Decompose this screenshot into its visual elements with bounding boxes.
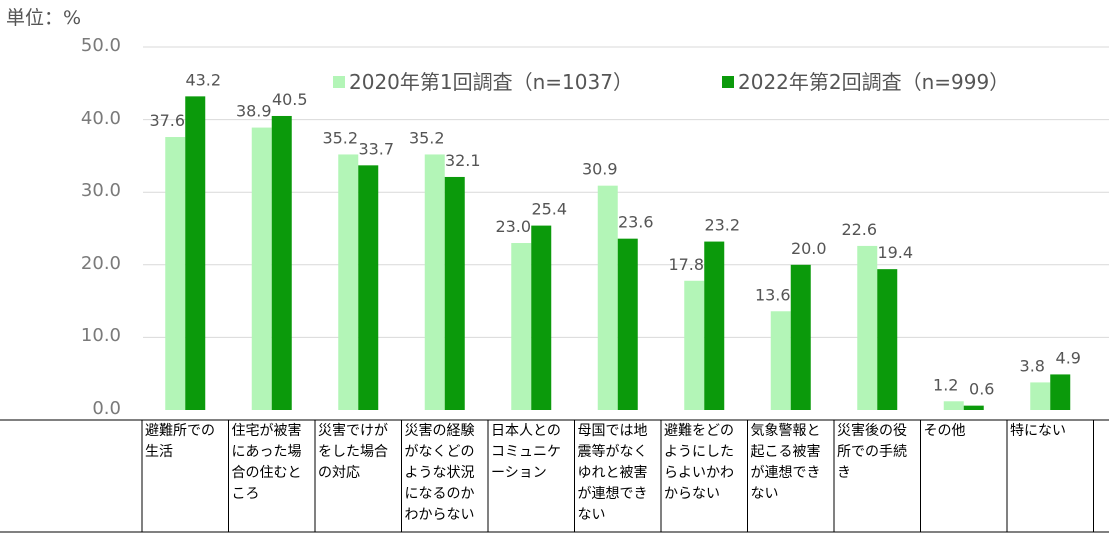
- bar-2020: [511, 243, 532, 410]
- category-label: 災害後の役所での手続き: [837, 423, 907, 481]
- bar-2022: [963, 405, 984, 410]
- bar-2020: [597, 185, 618, 410]
- y-tick-label: 30.0: [80, 180, 121, 202]
- data-label: 33.7: [358, 139, 394, 158]
- category-label: 住宅が被害にあった場合の住むところ: [231, 423, 302, 502]
- legend-swatch: [333, 76, 345, 88]
- bar-2020: [424, 154, 445, 410]
- legend-item: 2020年第1回調査（n=1037）: [333, 66, 633, 95]
- bar-2022: [185, 96, 206, 411]
- data-label: 0.6: [969, 380, 994, 399]
- data-label: 35.2: [322, 128, 358, 147]
- data-label: 35.2: [409, 128, 445, 147]
- category-label: 避難所での生活: [145, 423, 215, 460]
- legend-swatch: [722, 76, 734, 88]
- legend-item: 2022年第2回調査（n=999）: [722, 66, 1009, 95]
- data-label: 23.0: [495, 217, 531, 236]
- data-label: 1.2: [933, 375, 958, 394]
- data-label: 23.2: [704, 216, 740, 235]
- data-label: 22.6: [841, 220, 877, 239]
- data-label: 43.2: [185, 70, 221, 89]
- bar-2020: [251, 127, 272, 410]
- y-tick-label: 50.0: [80, 35, 121, 56]
- bar-2022: [1050, 374, 1071, 410]
- category-label: 特にない: [1010, 423, 1066, 439]
- data-label: 25.4: [531, 200, 567, 219]
- data-label: 20.0: [791, 239, 827, 258]
- category-label: 災害の経験がなくどのような状況になるのかわからない: [404, 423, 475, 523]
- bar-2020: [943, 401, 964, 410]
- category-label: その他: [923, 423, 966, 439]
- bar-2022: [617, 238, 638, 410]
- y-tick-label: 40.0: [80, 107, 121, 129]
- legend-label: 2022年第2回調査（n=999）: [738, 70, 1010, 94]
- y-tick-label: 10.0: [80, 325, 121, 347]
- y-tick-label: 0.0: [92, 398, 121, 419]
- data-label: 19.4: [877, 243, 913, 262]
- category-label: 日本人とのコミュニケーション: [491, 423, 561, 481]
- category-label: 気象警報と起こる被害が連想できない: [750, 423, 821, 502]
- bar-2020: [165, 137, 186, 411]
- data-label: 38.9: [236, 102, 272, 121]
- bar-2022: [358, 165, 379, 410]
- data-label: 32.1: [445, 151, 481, 170]
- category-label: 避難をどのようにしたらよいかわからない: [664, 423, 734, 502]
- data-label: 23.6: [618, 213, 654, 232]
- bar-2022: [271, 115, 292, 410]
- bar-2022: [877, 269, 898, 410]
- bar-2020: [684, 280, 705, 410]
- data-label: 30.9: [582, 160, 618, 179]
- unit-label: 単位：%: [6, 7, 82, 29]
- data-label: 3.8: [1020, 356, 1045, 375]
- bar-2022: [704, 241, 725, 410]
- bar-2020: [770, 311, 791, 410]
- data-label: 13.6: [755, 285, 791, 304]
- bar-2020: [338, 154, 359, 410]
- bar-2020: [857, 245, 878, 410]
- legend-label: 2020年第1回調査（n=1037）: [349, 70, 633, 94]
- bar-2020: [1030, 382, 1051, 410]
- data-label: 40.5: [272, 90, 308, 109]
- y-tick-label: 20.0: [80, 252, 121, 274]
- category-label: 災害でけがをした場合の対応: [318, 423, 388, 481]
- bar-2022: [444, 176, 465, 410]
- bar-2022: [531, 225, 552, 410]
- data-label: 37.6: [149, 111, 185, 130]
- data-label: 17.8: [668, 255, 704, 274]
- bar-2022: [790, 264, 811, 410]
- category-label: 母国では地震等がなくゆれと被害が連想できない: [577, 423, 648, 523]
- data-label: 4.9: [1056, 348, 1081, 367]
